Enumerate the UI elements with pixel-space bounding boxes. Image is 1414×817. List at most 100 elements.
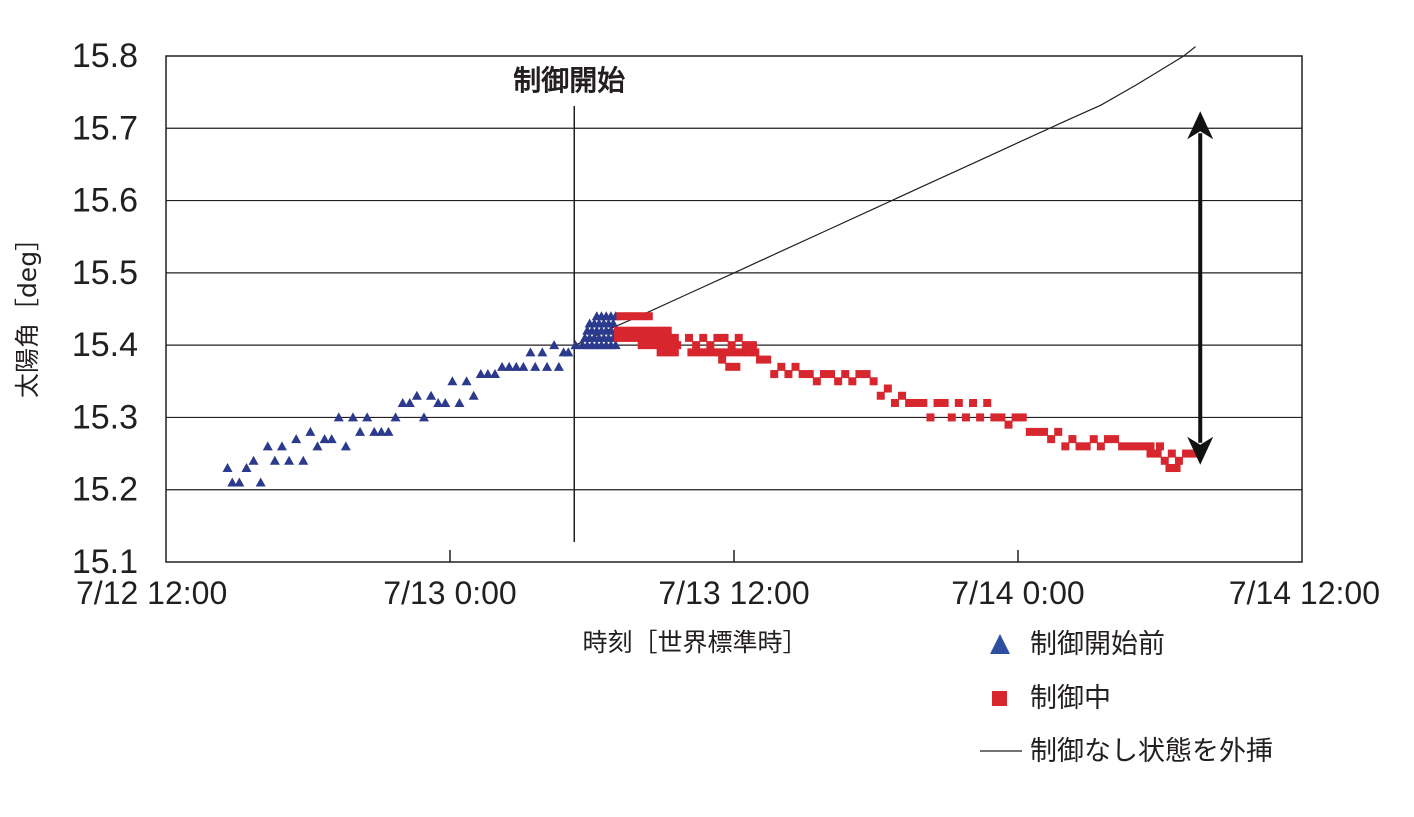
during-control-point <box>784 370 793 379</box>
during-control-point <box>1068 435 1077 444</box>
during-control-point <box>701 348 710 357</box>
before-control-point <box>525 347 536 357</box>
during-control-point <box>694 348 703 357</box>
before-control-point <box>563 347 574 357</box>
during-control-point <box>1075 442 1084 451</box>
during-control-point <box>741 341 750 350</box>
during-control-point <box>744 348 753 357</box>
during-control-point <box>628 333 637 342</box>
during-control-point <box>756 355 765 364</box>
x-tick-label: 7/12 12:00 <box>76 575 227 611</box>
during-control-point <box>1047 435 1056 444</box>
during-control-point <box>621 333 630 342</box>
before-control-point <box>404 397 415 407</box>
during-control-point <box>919 398 928 407</box>
during-control-point <box>644 312 653 321</box>
during-control-point <box>656 326 665 335</box>
during-control-point <box>656 333 665 342</box>
difference-arrow <box>1187 111 1214 465</box>
triangle-marker-icon <box>990 634 1010 654</box>
before-control-point <box>570 340 581 350</box>
during-control-point <box>770 370 779 379</box>
before-control-point <box>376 426 387 436</box>
during-control-point <box>708 348 717 357</box>
during-control-point <box>926 413 935 422</box>
legend: 制御開始前 制御中 制御なし状態を外挿 <box>980 629 1273 767</box>
during-control-point <box>1089 435 1098 444</box>
during-control-point <box>983 398 992 407</box>
grid-lines <box>166 127 1302 491</box>
before-control-point <box>326 434 337 444</box>
before-control-point <box>542 361 553 371</box>
legend-label-during: 制御中 <box>1030 683 1111 714</box>
before-control-point <box>511 361 522 371</box>
before-control-point <box>241 463 252 473</box>
during-control-point <box>614 333 623 342</box>
before-control-point <box>433 397 444 407</box>
before-control-point <box>553 361 564 371</box>
during-control-point <box>1182 449 1191 458</box>
legend-item-extrapolation: 制御なし状態を外挿 <box>980 736 1273 767</box>
during-control-point <box>718 355 727 364</box>
during-control-point <box>722 348 731 357</box>
before-control-point <box>340 441 351 451</box>
x-tick-label: 7/13 0:00 <box>383 575 516 611</box>
during-control-point <box>692 341 701 350</box>
during-control-point <box>990 413 999 422</box>
during-control-point <box>725 362 734 371</box>
before-control-point <box>440 397 451 407</box>
during-control-point <box>637 341 646 350</box>
during-control-point <box>812 377 821 386</box>
legend-item-during: 制御中 <box>992 683 1111 714</box>
before-control-point <box>411 390 422 400</box>
during-control-point <box>1111 435 1120 444</box>
during-control-point <box>912 398 921 407</box>
during-control-point <box>635 326 644 335</box>
during-control-point <box>961 413 970 422</box>
during-control-point <box>730 348 738 357</box>
y-tick-label: 15.4 <box>72 326 138 364</box>
before-control-point <box>482 369 493 379</box>
before-control-point <box>504 361 515 371</box>
during-control-point <box>666 341 675 350</box>
during-control-point <box>798 370 807 379</box>
during-control-point <box>1011 413 1020 422</box>
during-control-point <box>827 370 836 379</box>
before-control-point <box>610 340 621 350</box>
legend-label-extrapolation: 制御なし状態を外挿 <box>1030 736 1273 767</box>
during-control-point <box>997 413 1006 422</box>
during-control-point <box>1132 442 1141 451</box>
during-control-point <box>663 348 672 357</box>
during-control-point <box>616 312 625 321</box>
legend-item-before: 制御開始前 <box>990 629 1165 660</box>
during-control-point <box>713 333 722 342</box>
before-control-point <box>284 455 295 465</box>
before-control-point <box>347 412 358 422</box>
arrow-head-up <box>1187 111 1214 140</box>
during-control-point <box>848 377 857 386</box>
x-axis-ticks: 7/12 12:00 7/13 0:00 7/13 12:00 7/14 0:00 7/… <box>76 550 1380 611</box>
control-start-label: 制御開始 <box>513 64 625 97</box>
during-control-point <box>670 348 679 357</box>
y-axis-ticks: 15.1 15.2 15.3 15.4 15.5 15.6 15.7 15.8 <box>72 37 138 581</box>
x-tick-label: 7/13 12:00 <box>658 575 809 611</box>
during-control-point <box>763 355 772 364</box>
before-control-point <box>537 347 548 357</box>
x-tick-label: 7/14 12:00 <box>1229 575 1380 611</box>
during-control-point <box>1018 413 1027 422</box>
before-control-point <box>549 340 560 350</box>
during-control-point <box>1139 442 1148 451</box>
during-control-point <box>933 398 942 407</box>
during-control-point <box>1156 442 1164 451</box>
before-control-point <box>305 426 316 436</box>
before-control-point <box>312 441 323 451</box>
during-control-point <box>628 326 637 335</box>
during-control-point <box>1172 464 1181 473</box>
during-control-point <box>819 370 828 379</box>
before-control-point <box>518 361 529 371</box>
during-control-point <box>1061 442 1070 451</box>
during-control-point <box>805 370 814 379</box>
before-control-point <box>262 441 273 451</box>
during-control-point <box>1146 449 1155 458</box>
y-tick-label: 15.5 <box>72 254 138 292</box>
